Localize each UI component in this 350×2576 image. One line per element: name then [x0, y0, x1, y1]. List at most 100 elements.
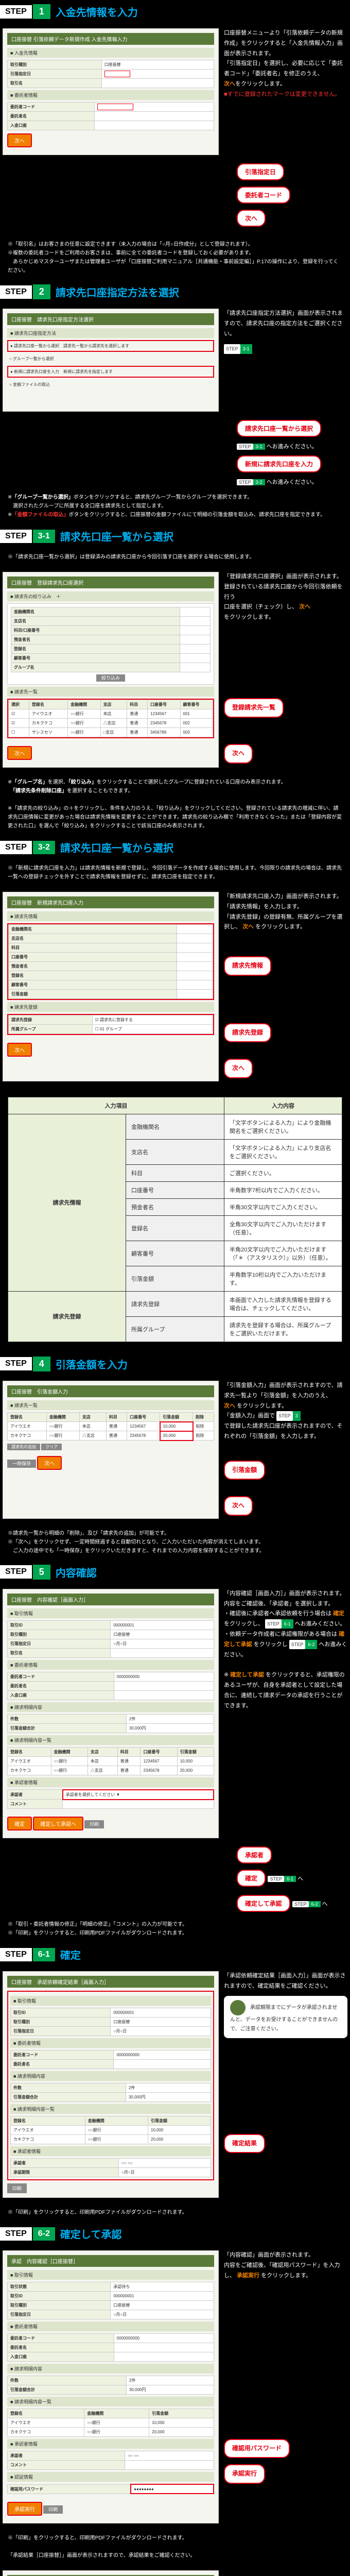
marker: 承認実行: [237, 2273, 259, 2279]
th-cat: 請求先情報: [8, 1114, 126, 1291]
ss-section: ■ 請求明細内容一覧: [7, 2397, 214, 2406]
callout: 確定結果: [224, 2134, 265, 2154]
desc-32: 「新規請求先口座入力」画面が表示されます。 「請求先情報」を入力します。 「請求…: [224, 892, 347, 1081]
step-title: 確定: [60, 1947, 81, 1962]
desc-text: をクリックします。: [255, 924, 306, 930]
balloon-text: 承認期限までにデータが承認されませんと、データをお受けすることができませんので、…: [230, 2005, 338, 2031]
desc-text: へお進みください。: [295, 1621, 346, 1627]
note-text: ※「新規に請求先口座を入力」は請求先情報を新規で登録し、今回引落データを作成する…: [8, 864, 342, 882]
desc-text: ・依頼データ作成者に承認権限がある場合は: [224, 1631, 337, 1637]
td: 預金者名: [126, 1198, 224, 1215]
step-ref: STEP: [237, 479, 253, 485]
ss-section: ■ 請求先登録: [7, 1002, 214, 1012]
next-button[interactable]: 次へ: [7, 1043, 32, 1057]
desc-text: ・確認後に承認者へ承認依頼を行う場合は: [224, 1611, 331, 1617]
td: 半角20文字以内でご入力いただけます（「＊（アスタリスク）」以外）（任意）。: [224, 1241, 342, 1266]
ss-section: ■ 承認者情報: [7, 1777, 214, 1787]
desc-text: をクリックし、: [224, 1621, 264, 1627]
ss-section: ■ 委託者情報: [7, 90, 214, 100]
ss-header: 口座振替 登録請求先口座選択: [7, 577, 214, 588]
ss-header: 承認 内容確認［口座振替］: [7, 2255, 214, 2267]
td: 所属グループ: [126, 1316, 224, 1342]
ss-table: 取引種別口座振替 引落指定日 取引名: [7, 60, 214, 88]
step-header-4: STEP 4 引落金額を入力: [0, 1352, 350, 1376]
ss-section: ■ 請求先情報: [7, 911, 214, 921]
step-badge: STEP: [0, 1948, 32, 1961]
ss-section: ■ 承認者情報: [7, 2439, 214, 2449]
next-marker: 次へ: [224, 81, 235, 87]
ss-section: ■ 請求先一覧: [7, 687, 214, 697]
desc-text: 「登録請求先口座選択」画面が表示されます。: [224, 572, 347, 582]
callout: 引落指定日: [237, 163, 284, 180]
step-num: 4: [33, 1357, 50, 1371]
note-31-pre: ※「請求先口座一覧から選択」は登録済みの請求先口座から今回引落す口座を選択する場…: [0, 548, 350, 567]
step-header-31: STEP 3-1 請求先口座一覧から選択: [0, 524, 350, 548]
desc-text: 「内容確認」画面が表示されます。: [224, 2250, 347, 2261]
note-31: ※「グループ名」を選択、「絞り込み」をクリックすることで選択したグループに登録さ…: [0, 773, 350, 836]
callout-area-5: 承認者 確定 STEP6-1 へ 確定して承認 STEP6-2 へ: [0, 1843, 350, 1915]
step-ref: STEP: [237, 444, 253, 450]
step-title: 入金先情報を入力: [56, 4, 138, 19]
desc-text: 「引落金額入力」画面が表示されますので、請求先一覧より「引落金額」を入力のうえ、: [224, 1382, 343, 1399]
ss-header: 口座振替 引落金額入力: [7, 1385, 214, 1397]
desc-text: 口座振替メニューより「引落依頼データの新規作成」をクリックすると「入金先情報入力…: [224, 28, 347, 59]
td: 半角数字7桁以内でご入力ください。: [224, 1181, 342, 1198]
note-text: ※「印刷」をクリックすると、印刷用PDFファイルがダウンロードされます。: [8, 2208, 342, 2217]
step-title: 請求先口座一覧から選択: [60, 529, 173, 544]
td: 口座番号: [126, 1181, 224, 1198]
callout: 次へ: [237, 210, 266, 227]
next-button[interactable]: 次へ: [7, 746, 32, 760]
ss-section: ■ 取引情報: [7, 2270, 214, 2280]
step-title: 確定して承認: [60, 2226, 121, 2241]
td: 半角数字10桁以内でご入力いただけます。: [224, 1266, 342, 1291]
step-ref-num: 3-1: [253, 444, 265, 450]
desc-62b: [224, 2570, 347, 2576]
desc-text: 「新規請求先口座入力」画面が表示されます。: [224, 892, 347, 902]
th: 入力項目: [8, 1097, 224, 1114]
desc-text: 「金額入力」画面で: [224, 1413, 275, 1419]
td: 本画面で入力した請求先情報を登録する場合は、チェックしてください。: [224, 1291, 342, 1316]
exec-button[interactable]: 承認実行: [7, 2502, 42, 2516]
ss-section: ■ 認証情報: [7, 2472, 214, 2482]
callout: 請求先登録: [224, 1023, 271, 1043]
step-badge: STEP: [0, 2227, 32, 2241]
step-badge: STEP: [0, 1565, 32, 1579]
balloon: 承認期限までにデータが承認されませんと、データをお受けすることができませんので、…: [224, 1996, 347, 2038]
td: 請求先を登録する場合は、所属グループをご選択いただけます。: [224, 1316, 342, 1342]
step-badge: STEP: [0, 1357, 32, 1370]
step-header-61: STEP 6-1 確定: [0, 1943, 350, 1966]
desc-text: 内容をご確認後、「承認者」を選択します。: [224, 1599, 347, 1609]
screenshot-2: 口座振替 請求先口座指定方法選択 ■ 請求先口座指定方法 ● 請求先口座一覧から…: [3, 309, 219, 412]
step-num: 2: [33, 284, 50, 299]
step-ref-num: 6-1: [282, 1619, 293, 1629]
confirm-button[interactable]: 確定: [7, 1817, 32, 1831]
td: 支店名: [126, 1139, 224, 1164]
step-ref: STEP: [224, 344, 240, 353]
callout: 次へ: [224, 1059, 253, 1078]
desc-text: 「引落指定日」を選択し、必要に応じて「委託者コード」「委託者名」を修正のうえ、: [224, 59, 347, 79]
desc-text: 「請求先口座指定方法選択」画面が表示されますので、請求先口座の指定方法をご選択く…: [224, 309, 347, 339]
screenshot-32: 口座振替 新規請求先口座入力 ■ 請求先情報 金融機関名 支店名 科目 口座番号…: [3, 892, 219, 1081]
callout: 確認用パスワード: [224, 2439, 290, 2459]
ss-section: ■ 請求先一覧: [7, 1400, 214, 1410]
step-badge: STEP: [0, 285, 32, 299]
screenshot-4: 口座振替 引落金額入力 ■ 請求先一覧 登録名金融機関支店科目口座番号引落金額削…: [3, 1381, 219, 1519]
step-ref: STEP: [268, 1876, 284, 1882]
next-button[interactable]: 次へ: [7, 133, 32, 147]
screenshot-61: 口座振替 承認依頼確定結果［画面入力］ ■ 取引情報 取引ID000000001…: [3, 1971, 219, 2198]
confirm-approve-button[interactable]: 確定して承認へ: [33, 1817, 83, 1831]
step-ref-num: 6-2: [305, 1640, 317, 1649]
desc-text: 「内容確認［画面入力］」画面が表示されます。: [224, 1589, 347, 1599]
desc-text: をクリックします。: [235, 81, 286, 87]
ss-section: ■ 請求明細内容一覧: [10, 2104, 211, 2114]
content-row-61: 口座振替 承認依頼確定結果［画面入力］ ■ 取引情報 取引ID000000001…: [0, 1966, 350, 2203]
td: 科目: [126, 1164, 224, 1181]
desc-red: ■すでに登録されたマークは変更できません。: [224, 90, 347, 100]
content-row-31: 口座振替 登録請求先口座選択 ■ 請求先の絞り込み ＋ 金融機関名支店名科目/口…: [0, 567, 350, 773]
next-button[interactable]: 次へ: [37, 1456, 62, 1470]
step-badge: STEP: [0, 530, 32, 543]
note-2: ※「グループ一覧から選択」ボタンをクリックすると、請求先グループ一覧からグループ…: [0, 488, 350, 524]
ss-header: 承認 承認結果［口座振替］: [7, 2575, 214, 2576]
step-badge: STEP: [0, 841, 32, 854]
th-cat: 請求先登録: [8, 1291, 126, 1342]
